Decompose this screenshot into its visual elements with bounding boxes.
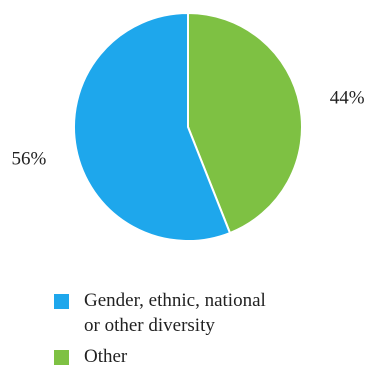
pie-slice-diversity [73,11,232,242]
legend-item-diversity: Gender, ethnic, national or other divers… [48,288,368,338]
legend-item-other: Other [48,344,368,369]
pie-slices [73,11,303,242]
legend-swatch-diversity [54,294,69,309]
legend-label-other: Other [84,346,128,367]
legend-label-diversity-line2: or other diversity [84,315,215,336]
pie-label-diversity: 56% [11,148,46,169]
pie-label-other: 44% [330,88,365,109]
pie-slice-other [187,11,303,235]
legend-label-diversity-line1: Gender, ethnic, national [84,290,266,311]
legend-swatch-other [54,350,69,365]
legend: Gender, ethnic, national or other divers… [48,288,368,375]
pie-labels: 44% 56% [11,88,364,170]
